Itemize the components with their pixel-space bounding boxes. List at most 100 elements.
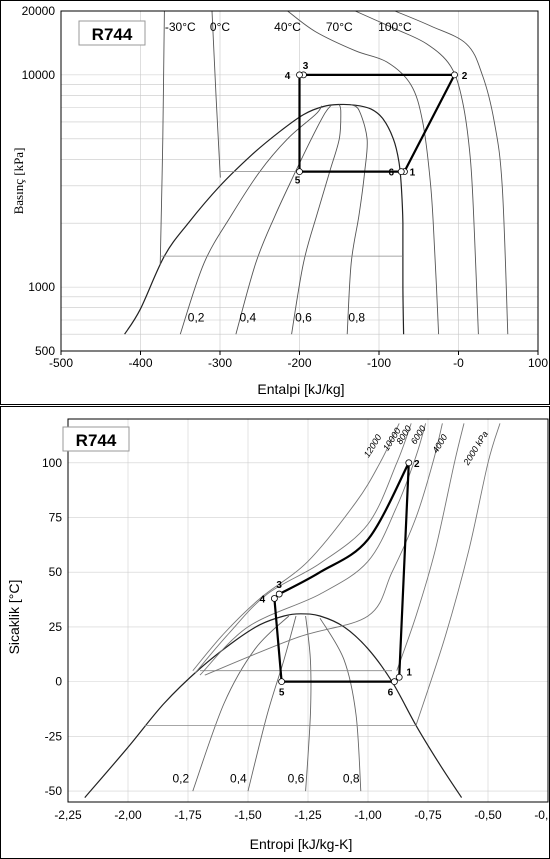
ts-cycle: 1 2 34 5 6 <box>260 459 420 699</box>
ph-y-tick-label: 20000 <box>22 4 56 18</box>
ph-isotherm-label: 0°C <box>210 20 230 34</box>
ph-quality-label: 0,6 <box>295 310 312 324</box>
ts-quality-line <box>247 615 297 792</box>
ph-isotherm-label: 40°C <box>274 20 301 34</box>
ts-y-tick-label: 0 <box>55 675 62 689</box>
ts-cycle-point-label: 3 <box>276 580 282 591</box>
ts-cycle-point <box>275 590 283 598</box>
ph-y-tick-label: 1000 <box>28 280 55 294</box>
ph-cycle-point <box>397 168 405 176</box>
ph-isotherm <box>211 10 221 178</box>
ts-cycle-point-label: 2 <box>414 459 420 470</box>
ph-cycle-point-label: 3 <box>303 61 309 72</box>
ts-cycle-point-label: 1 <box>406 667 412 678</box>
ph-x-tick-label: 100 <box>528 356 548 370</box>
ph-cycle: 1 2 3 4 5 6 <box>285 61 468 187</box>
ts-cycle-point <box>405 459 413 467</box>
ph-cycle-point <box>296 168 303 176</box>
ts-quality-label: 0,8 <box>343 771 360 785</box>
ph-diagram: 0,2 0,4 0,6 0,8 -30°C 0°C 40°C 70°C 100°C 1 2 3 4 5 6… <box>11 4 549 397</box>
ts-quality-line <box>305 615 312 792</box>
ph-x-tick-label: -100 <box>367 356 391 370</box>
ts-quality-line <box>192 615 290 792</box>
ts-x-tick-label: -0,25 <box>534 808 549 822</box>
ph-cycle-point-label: 2 <box>462 71 468 82</box>
ph-x-tick-label: -500 <box>49 356 73 370</box>
ph-isotherm <box>159 10 165 266</box>
ts-ticks: -2,25 -2,00 -1,75 -1,50 -1,25 -1,00 -0,75 -0,50… <box>42 456 549 822</box>
ts-cycle-point <box>270 595 278 602</box>
ts-x-tick-label: -0,75 <box>414 808 442 822</box>
ph-fluid-label: R744 <box>92 25 133 44</box>
ph-cycle-point-label: 6 <box>388 168 394 179</box>
ph-x-tick-label: -200 <box>287 356 311 370</box>
ph-cycle-point <box>451 71 458 79</box>
ts-y-tick-label: -50 <box>45 784 63 798</box>
ph-x-tick-label: -300 <box>208 356 232 370</box>
ts-cycle-point <box>278 678 286 686</box>
ts-isobar <box>199 423 427 676</box>
ts-x-tick-label: -2,00 <box>114 808 142 822</box>
ts-x-tick-label: -1,50 <box>234 808 262 822</box>
ph-plot-frame <box>60 10 539 352</box>
ph-isotherm-label: 100°C <box>378 20 412 34</box>
ph-cycle-path <box>298 73 457 173</box>
ts-isobar <box>192 423 400 671</box>
ph-quality-label: 0,2 <box>188 310 205 324</box>
ph-quality-label: 0,8 <box>348 310 365 324</box>
ph-y-tick-label: 500 <box>35 344 55 358</box>
ph-ticks: -500 -400 -300 -200 -100 -0 100 500 1000 10000 200… <box>22 4 549 370</box>
ts-x-tick-label: -0,50 <box>474 808 502 822</box>
ph-isotherm <box>287 10 440 335</box>
ts-cycle-point <box>390 678 398 686</box>
ts-isobar <box>415 423 501 726</box>
ts-quality-label: 0,6 <box>288 771 305 785</box>
ts-y-axis-label: Sicaklik [°C] <box>6 580 22 655</box>
ph-isotherm <box>355 10 479 335</box>
ts-cycle-point-label: 4 <box>260 594 266 605</box>
ts-x-tick-label: -1,25 <box>294 808 322 822</box>
ts-plot-frame <box>67 418 549 803</box>
ph-y-axis-label: Basınç [kPa] <box>11 148 26 215</box>
ts-y-tick-label: 25 <box>49 620 63 634</box>
ts-isobar <box>204 423 443 676</box>
ph-quality-label: 0,4 <box>239 310 256 324</box>
ph-fluid-box <box>78 20 146 46</box>
ts-y-tick-label: 50 <box>49 565 63 579</box>
ph-isotherm-label: -30°C <box>165 20 196 34</box>
ts-cycle-point <box>395 673 403 681</box>
ph-x-tick-label: -0 <box>453 356 464 370</box>
ph-isotherm-label: 70°C <box>326 20 353 34</box>
ts-x-axis-label: Entropi [kJ/kg-K] <box>250 836 353 852</box>
ts-quality-line <box>319 617 362 792</box>
ts-isobar-label: 4000 <box>430 433 449 455</box>
ts-cycle-gascooler <box>278 462 410 596</box>
ts-y-tick-label: 75 <box>49 510 63 524</box>
ts-grid <box>67 419 549 802</box>
ph-cycle-point-label: 1 <box>410 168 416 179</box>
ts-isobar <box>194 423 412 674</box>
ph-quality-line <box>235 104 332 335</box>
ts-fluid-label: R744 <box>76 431 117 450</box>
ts-isobar-label: 12000 <box>362 433 384 460</box>
ph-diagram-panel: 0,2 0,4 0,6 0,8 -30°C 0°C 40°C 70°C 100°C 1 2 3 4 5 6… <box>0 0 550 405</box>
ts-y-tick-label: 100 <box>42 456 62 470</box>
ts-diagram-panel: 0,2 0,4 0,6 0,8 12000 10000 8000 6000 4000 2000 k… <box>0 406 550 859</box>
ph-cycle-point-label: 4 <box>285 71 291 82</box>
ts-quality-label: 0,4 <box>230 771 247 785</box>
ph-x-axis-label: Entalpi [kJ/kg] <box>257 381 344 397</box>
ts-y-tick-label: -25 <box>45 729 63 743</box>
ts-x-tick-label: -2,25 <box>54 808 82 822</box>
ph-y-tick-label: 10000 <box>22 68 56 82</box>
ts-isobar <box>396 423 465 671</box>
ts-x-tick-label: -1,00 <box>354 808 382 822</box>
ph-quality-line <box>346 104 368 335</box>
ts-quality-label: 0,2 <box>172 771 189 785</box>
ph-cycle-point-label: 5 <box>295 176 301 187</box>
ts-cycle-point-label: 5 <box>279 688 285 699</box>
ph-cycle-point <box>296 71 303 79</box>
ts-x-tick-label: -1,75 <box>174 808 202 822</box>
ts-cycle-point-label: 6 <box>388 688 394 699</box>
